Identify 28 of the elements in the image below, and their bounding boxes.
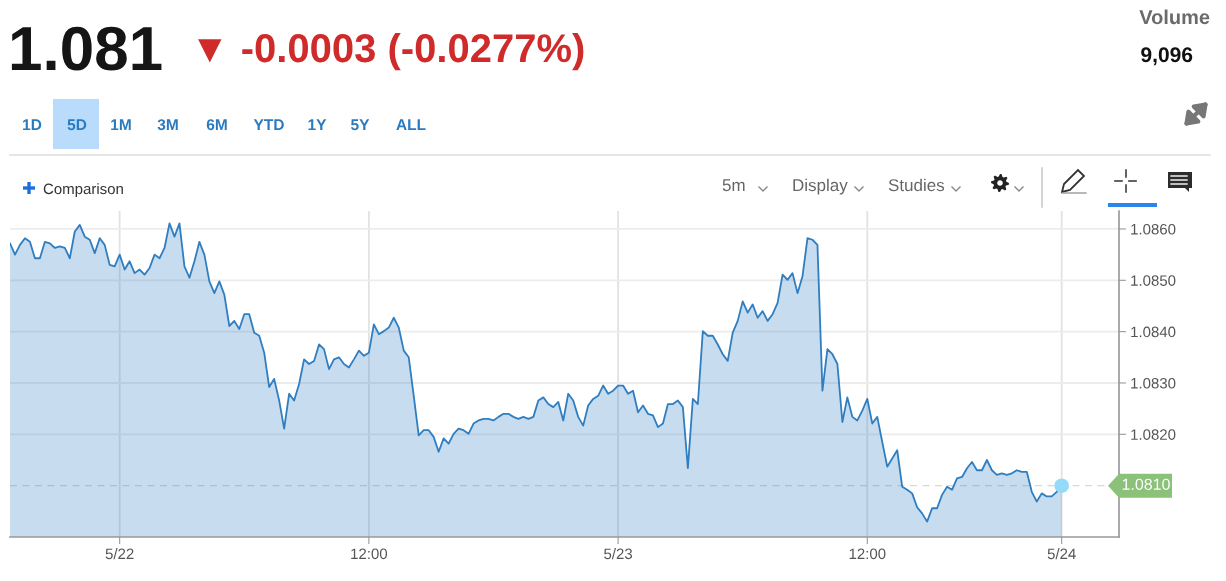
x-tick-label: 5/22: [105, 548, 134, 560]
text: 1M: [111, 119, 131, 130]
text: 5m: [722, 179, 745, 192]
text: ALL: [396, 119, 426, 130]
text: YTD: [253, 119, 284, 130]
x-tick-label: 12:00: [849, 548, 886, 560]
text: 9,096: [1141, 47, 1193, 66]
text: 3M: [157, 119, 178, 131]
text: Comparison: [43, 183, 123, 198]
y-tick-label: 1.0820: [1131, 429, 1176, 440]
y-tick-label: 1.0840: [1131, 326, 1176, 338]
text: 5Y: [351, 119, 370, 131]
text: Volume: [1139, 9, 1210, 25]
y-tick-label: 1.0850: [1131, 275, 1176, 286]
x-tick-label: 5/24: [1047, 548, 1076, 560]
chart-subtitle: ▼ -0.0003 (-0.0277%): [198, 33, 584, 71]
x-tick-label: 12:00: [351, 548, 388, 560]
y-tick-label: 1.0830: [1131, 377, 1176, 389]
text: 6M: [206, 119, 227, 131]
text: 1D: [23, 119, 42, 130]
text: 1Y: [308, 119, 327, 130]
y-tick-label: 1.0860: [1131, 223, 1176, 235]
text: Display: [793, 178, 848, 195]
x-tick-label: 5/23: [604, 548, 633, 560]
chart-title: 1.081: [11, 26, 162, 71]
ref-line-label: 1.0810: [1122, 478, 1170, 490]
text: 5D: [67, 119, 87, 131]
text: Studies: [888, 178, 945, 192]
